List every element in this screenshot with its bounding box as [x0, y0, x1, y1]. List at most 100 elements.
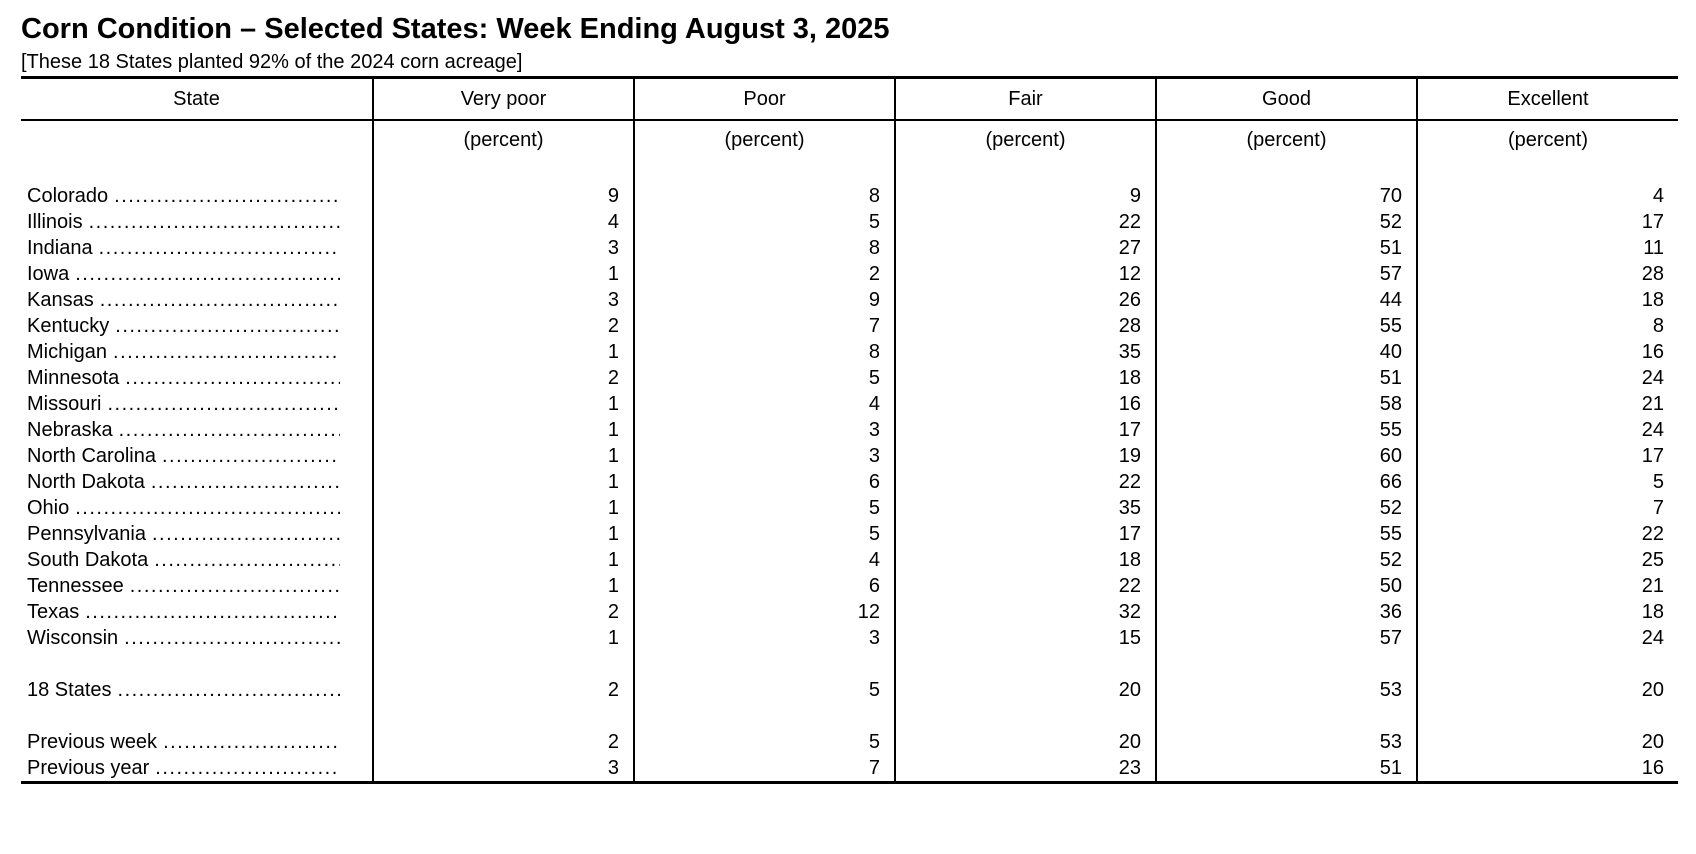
spacer-cell — [1155, 703, 1417, 729]
row-label-cell: Pennsylvania............................… — [21, 521, 373, 547]
value-cell: 53 — [1155, 729, 1417, 755]
value-cell: 20 — [1416, 677, 1678, 703]
row-label: Kansas — [27, 288, 94, 311]
row-label-cell: Kentucky................................… — [21, 313, 373, 339]
corn-condition-table: State Very poor Poor Fair Good Excellent… — [21, 76, 1678, 784]
value-cell: 1 — [372, 469, 634, 495]
value-cell: 2 — [372, 365, 634, 391]
column-header-poor: Poor — [633, 77, 895, 121]
value-cell: 5 — [633, 521, 895, 547]
dot-leader: ........................................… — [113, 340, 340, 363]
spacer-row — [21, 703, 1678, 729]
row-label-cell: Previous year...........................… — [21, 755, 373, 783]
value-cell: 5 — [633, 365, 895, 391]
row-label: Pennsylvania — [27, 522, 146, 545]
value-cell: 16 — [1416, 339, 1678, 365]
row-label: Minnesota — [27, 366, 120, 389]
table-units-row: (percent) (percent) (percent) (percent) … — [21, 120, 1678, 183]
row-label-cell: Colorado................................… — [21, 183, 373, 209]
value-cell: 18 — [1416, 287, 1678, 313]
spacer-cell — [21, 651, 373, 677]
row-label: Previous week — [27, 730, 158, 753]
dot-leader: ........................................… — [85, 600, 340, 623]
dot-leader: ........................................… — [99, 288, 340, 311]
value-cell: 1 — [372, 391, 634, 417]
value-cell: 53 — [1155, 677, 1417, 703]
value-cell: 18 — [1416, 599, 1678, 625]
state-row: Ohio....................................… — [21, 495, 1678, 521]
dot-leader: ........................................… — [129, 574, 340, 597]
state-row: South Dakota............................… — [21, 547, 1678, 573]
value-cell: 20 — [894, 677, 1156, 703]
value-cell: 23 — [894, 755, 1156, 783]
row-label-cell: Nebraska................................… — [21, 417, 373, 443]
value-cell: 51 — [1155, 755, 1417, 783]
row-label-cell: Indiana.................................… — [21, 235, 373, 261]
dot-leader: ........................................… — [98, 236, 340, 259]
spacer-cell — [894, 703, 1156, 729]
column-header-good: Good — [1155, 77, 1417, 121]
value-cell: 3 — [372, 287, 634, 313]
unit-label: (percent) — [372, 120, 634, 183]
unit-label: (percent) — [894, 120, 1156, 183]
value-cell: 15 — [894, 625, 1156, 651]
state-row: Kentucky................................… — [21, 313, 1678, 339]
value-cell: 5 — [633, 209, 895, 235]
row-label: Missouri — [27, 392, 102, 415]
value-cell: 4 — [633, 391, 895, 417]
value-cell: 16 — [894, 391, 1156, 417]
state-row: Illinois................................… — [21, 209, 1678, 235]
row-label: Wisconsin — [27, 626, 119, 649]
state-row: Pennsylvania............................… — [21, 521, 1678, 547]
column-header-state: State — [21, 77, 373, 121]
value-cell: 9 — [633, 287, 895, 313]
dot-leader: ........................................… — [88, 210, 340, 233]
row-label: Michigan — [27, 340, 108, 363]
value-cell: 3 — [633, 417, 895, 443]
spacer-cell — [633, 703, 895, 729]
spacer-cell — [1416, 651, 1678, 677]
value-cell: 8 — [633, 183, 895, 209]
value-cell: 1 — [372, 547, 634, 573]
value-cell: 9 — [372, 183, 634, 209]
state-row: Tennessee...............................… — [21, 573, 1678, 599]
value-cell: 55 — [1155, 521, 1417, 547]
row-label-cell: Missouri................................… — [21, 391, 373, 417]
row-label: Kentucky — [27, 314, 110, 337]
row-label: Tennessee — [27, 574, 124, 597]
value-cell: 6 — [633, 469, 895, 495]
value-cell: 18 — [894, 365, 1156, 391]
table-body: Colorado................................… — [21, 183, 1678, 783]
value-cell: 7 — [1416, 495, 1678, 521]
value-cell: 3 — [372, 235, 634, 261]
spacer-cell — [1416, 703, 1678, 729]
value-cell: 22 — [894, 573, 1156, 599]
value-cell: 22 — [894, 469, 1156, 495]
dot-leader: ........................................… — [150, 470, 340, 493]
value-cell: 5 — [633, 495, 895, 521]
value-cell: 5 — [633, 729, 895, 755]
value-cell: 1 — [372, 495, 634, 521]
value-cell: 11 — [1416, 235, 1678, 261]
value-cell: 50 — [1155, 573, 1417, 599]
dot-leader: ........................................… — [118, 418, 340, 441]
value-cell: 44 — [1155, 287, 1417, 313]
value-cell: 17 — [894, 417, 1156, 443]
value-cell: 16 — [1416, 755, 1678, 783]
value-cell: 52 — [1155, 495, 1417, 521]
row-label: Illinois — [27, 210, 83, 233]
value-cell: 35 — [894, 339, 1156, 365]
value-cell: 2 — [372, 677, 634, 703]
row-label: Texas — [27, 600, 80, 623]
report-page: Corn Condition – Selected States: Week E… — [21, 13, 1678, 784]
value-cell: 1 — [372, 417, 634, 443]
unit-label: (percent) — [1416, 120, 1678, 183]
row-label-cell: Minnesota...............................… — [21, 365, 373, 391]
state-row: Missouri................................… — [21, 391, 1678, 417]
value-cell: 1 — [372, 261, 634, 287]
value-cell: 24 — [1416, 365, 1678, 391]
value-cell: 21 — [1416, 391, 1678, 417]
row-label: Previous year — [27, 756, 150, 779]
value-cell: 66 — [1155, 469, 1417, 495]
spacer-cell — [372, 651, 634, 677]
